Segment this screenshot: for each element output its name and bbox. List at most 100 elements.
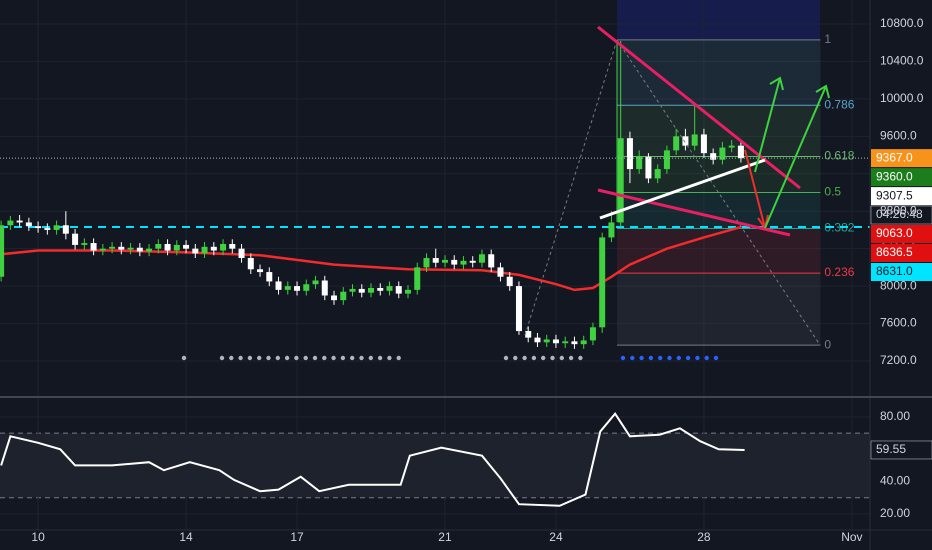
trend-line bbox=[599, 158, 766, 220]
candle-body bbox=[580, 340, 587, 345]
candle-body bbox=[0, 225, 5, 277]
fib-label: 0.5 bbox=[824, 185, 841, 199]
y-tick-label: 10400.0 bbox=[880, 54, 924, 68]
candle-body bbox=[737, 145, 744, 159]
candle-body bbox=[451, 259, 458, 265]
signal-dot bbox=[238, 355, 243, 361]
candle-body bbox=[506, 276, 513, 287]
candle-body bbox=[719, 147, 726, 160]
candle-body bbox=[229, 243, 236, 249]
candle-body bbox=[238, 248, 245, 259]
signal-dot bbox=[359, 355, 364, 361]
fib-zone bbox=[616, 273, 821, 346]
signal-dot bbox=[550, 355, 555, 361]
x-tick-label: 24 bbox=[549, 530, 563, 544]
candle-body bbox=[460, 260, 467, 265]
candle-body bbox=[90, 243, 97, 251]
candle-body bbox=[358, 288, 365, 293]
arrow bbox=[754, 76, 784, 173]
signal-dot bbox=[578, 355, 583, 361]
signal-dot bbox=[266, 355, 271, 361]
signal-dot bbox=[704, 355, 709, 361]
candle-body bbox=[62, 225, 69, 234]
x-tick-label: 21 bbox=[438, 530, 452, 544]
candle-body bbox=[312, 280, 319, 285]
rsi-badge bbox=[870, 440, 932, 460]
candle-body bbox=[275, 281, 282, 290]
candle-body bbox=[626, 138, 633, 170]
candle-body bbox=[146, 248, 153, 252]
y-tick-label: 7200.0 bbox=[880, 353, 917, 367]
candle-body bbox=[377, 287, 384, 291]
fib-zone bbox=[616, 105, 821, 157]
candle-body bbox=[562, 341, 569, 344]
candle-body bbox=[423, 258, 430, 268]
candle-body bbox=[266, 272, 273, 282]
candle-body bbox=[478, 254, 485, 263]
price-badge bbox=[871, 187, 932, 206]
signal-dot bbox=[229, 355, 234, 361]
candle-body bbox=[72, 233, 79, 245]
fib-zone bbox=[616, 39, 821, 106]
signal-dot bbox=[658, 355, 663, 361]
candle-body bbox=[25, 222, 32, 227]
grid bbox=[0, 0, 870, 530]
candle-body bbox=[589, 327, 596, 341]
candle-body bbox=[294, 286, 301, 291]
y-tick-label: 9600.0 bbox=[880, 128, 917, 142]
price-badge-label: 9307.5 bbox=[876, 188, 913, 202]
signal-dot bbox=[219, 355, 225, 361]
signal-dot bbox=[713, 355, 719, 361]
signal-dot bbox=[257, 355, 262, 361]
candle-body bbox=[164, 243, 171, 251]
signal-dot bbox=[639, 355, 644, 361]
y-tick-label: 10000.0 bbox=[880, 91, 924, 105]
signal-dot bbox=[340, 355, 346, 361]
signal-dot bbox=[695, 355, 700, 361]
candle-body bbox=[682, 136, 689, 146]
countdown-badge bbox=[870, 205, 932, 225]
signal-dot bbox=[322, 355, 327, 361]
signal-dot bbox=[685, 355, 691, 361]
candle-body bbox=[515, 286, 522, 332]
signal-dot bbox=[559, 355, 564, 361]
candle-body bbox=[525, 331, 532, 338]
candle-body bbox=[284, 286, 291, 290]
signal-dot bbox=[531, 355, 537, 361]
fib-extension bbox=[617, 0, 820, 40]
candle-body bbox=[109, 246, 116, 249]
price-badge bbox=[871, 168, 932, 187]
candle-body bbox=[155, 243, 162, 249]
x-tick-label: 28 bbox=[697, 530, 711, 544]
signal-dot bbox=[630, 355, 635, 361]
signal-dot bbox=[303, 355, 308, 361]
fib-label: 0.236 bbox=[824, 265, 854, 279]
price-badge bbox=[871, 263, 932, 281]
signal-dot bbox=[181, 355, 187, 361]
candle-body bbox=[127, 247, 134, 250]
signal-dot bbox=[350, 355, 355, 361]
y-tick-label: 80.00 bbox=[880, 409, 910, 423]
candle-body bbox=[368, 287, 375, 293]
fib-zone bbox=[616, 192, 821, 229]
signal-dot bbox=[396, 355, 401, 361]
price-badge-label: 9063.0 bbox=[876, 226, 913, 240]
fib-retracement: 1 0.786 0.618 0.5 0.382 0.236 0 bbox=[616, 32, 855, 351]
candle-body bbox=[552, 339, 559, 344]
candle-body bbox=[608, 222, 615, 238]
trend-line bbox=[597, 25, 801, 190]
signal-dot bbox=[387, 355, 392, 361]
candle-body bbox=[16, 220, 23, 223]
signal-dot bbox=[676, 355, 681, 361]
signal-dot bbox=[377, 355, 383, 361]
candle-body bbox=[136, 247, 143, 252]
candle-body bbox=[331, 295, 338, 301]
y-tick-label: 20.00 bbox=[880, 506, 910, 520]
candle-body bbox=[340, 291, 347, 301]
y-tick-label: 8000.0 bbox=[880, 278, 917, 292]
candle-body bbox=[247, 258, 254, 270]
candle-body bbox=[404, 289, 411, 294]
fib-label: 0.618 bbox=[824, 149, 854, 163]
candle-body bbox=[99, 248, 106, 251]
